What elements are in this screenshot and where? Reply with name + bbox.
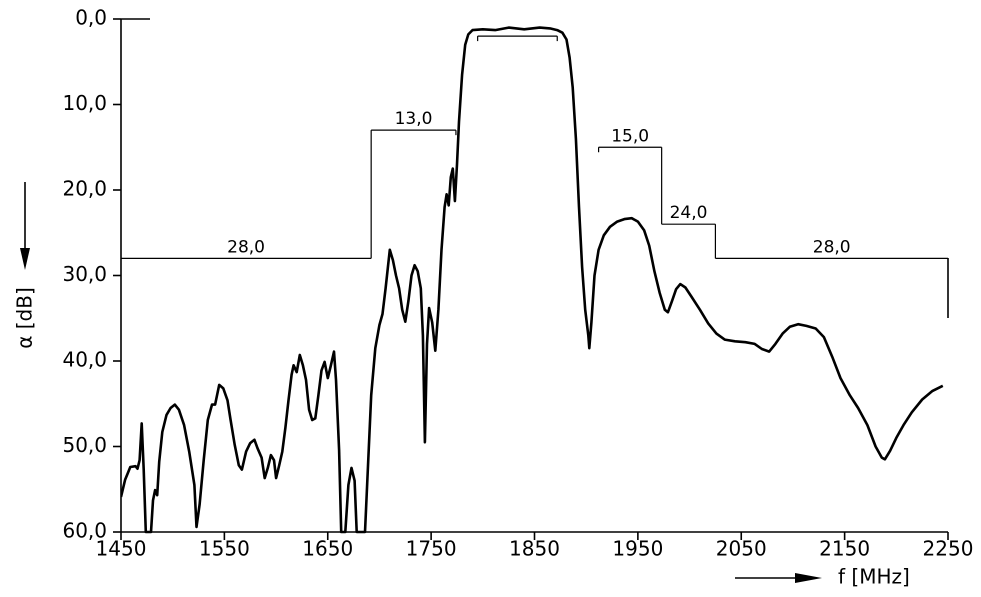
y-tick-label: 50,0 [62, 433, 107, 457]
x-tick-label: 2050 [716, 537, 767, 561]
y-tick-label: 30,0 [62, 262, 107, 286]
x-tick-label: 1950 [612, 537, 663, 561]
mask-label: 15,0 [611, 126, 649, 146]
x-tick-label: 2250 [923, 537, 974, 561]
mask-label: 24,0 [670, 203, 708, 223]
mask-label: 13,0 [395, 109, 433, 129]
x-tick-label: 2150 [819, 537, 870, 561]
x-arrow-head [795, 573, 822, 583]
y-arrow-head [20, 248, 30, 270]
y-tick-label: 40,0 [62, 348, 107, 372]
x-tick-label: 1450 [96, 537, 147, 561]
x-axis-label: f [MHz] [838, 565, 910, 589]
y-tick-label: 20,0 [62, 177, 107, 201]
y-axis-label: α [dB] [13, 287, 37, 349]
x-tick-label: 1550 [199, 537, 250, 561]
mask-label: 28,0 [813, 237, 851, 257]
y-tick-label: 0,0 [75, 6, 107, 30]
response-curve [121, 26, 944, 534]
x-tick-label: 1850 [509, 537, 560, 561]
x-tick-label: 1650 [302, 537, 353, 561]
y-tick-label: 60,0 [62, 519, 107, 543]
mask-label: 28,0 [227, 237, 265, 257]
y-tick-label: 10,0 [62, 91, 107, 115]
x-tick-label: 1750 [406, 537, 457, 561]
